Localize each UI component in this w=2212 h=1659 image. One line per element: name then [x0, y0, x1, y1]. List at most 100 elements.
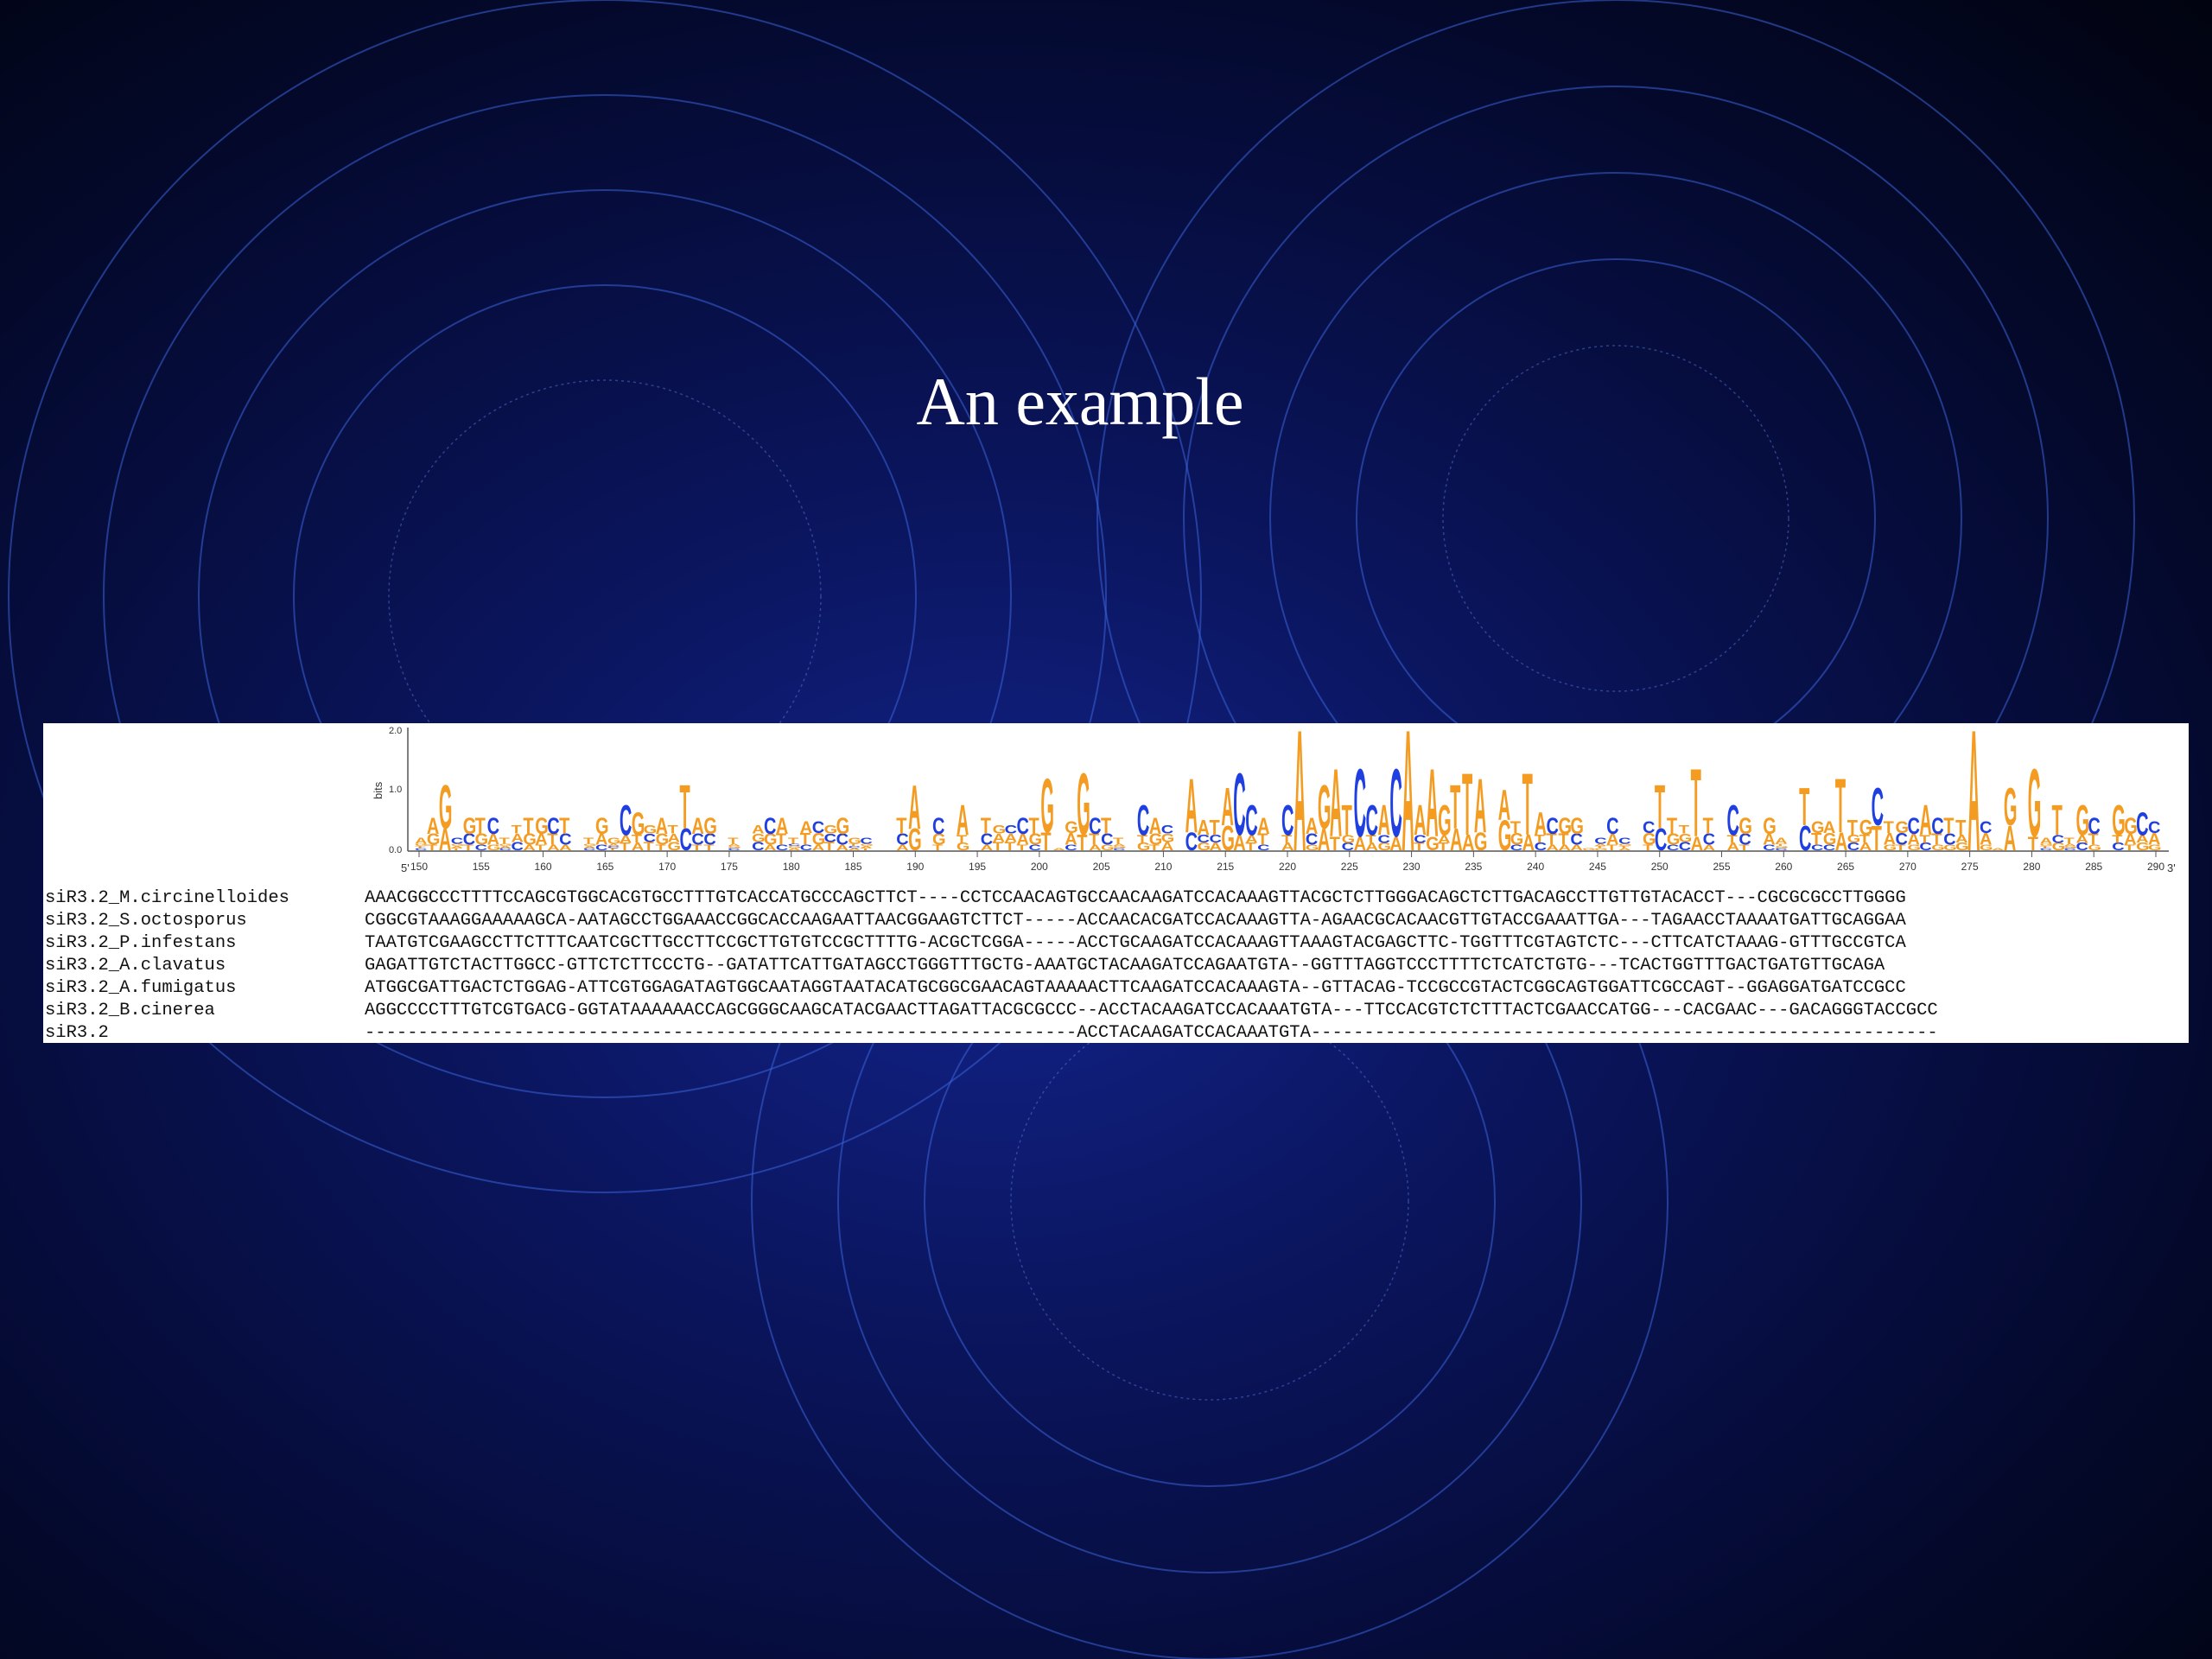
logo-xtick-label: 215: [1217, 861, 1234, 873]
alignment-row-sequence: TAATGTCGAAGCCTTCTTTCAATCGCTTGCCTTCCGCTTG…: [365, 933, 1906, 953]
logo-letter: A: [1198, 816, 1210, 840]
logo-letter: A: [2136, 833, 2148, 845]
logo-letter: G: [607, 836, 621, 846]
logo-xtick-label: 285: [2085, 861, 2102, 873]
logo-letter: T: [981, 813, 992, 840]
logo-letter: A: [1149, 813, 1161, 840]
logo-letter: T: [511, 823, 522, 836]
logo-letter: C: [451, 836, 464, 846]
logo-letter: T: [1005, 839, 1016, 853]
logo-5prime: 5': [401, 861, 410, 874]
logo-letter: T: [1738, 843, 1750, 852]
logo-letter: G: [1558, 813, 1572, 840]
logo-letter: C: [1907, 813, 1919, 840]
logo-letter: A: [1726, 841, 1738, 853]
logo-xtick-label: 245: [1589, 861, 1606, 873]
logo-letter: G: [1679, 830, 1693, 844]
logo-letter: A: [583, 846, 595, 849]
logo-letter: C: [1811, 843, 1823, 852]
logo-letter: A: [632, 841, 644, 853]
logo-letter: G: [1667, 832, 1681, 849]
logo-letter: A: [1980, 830, 1992, 849]
logo-letter: C: [1823, 843, 1835, 852]
logo-letter: A: [1919, 798, 1931, 845]
logo-letter: A: [1426, 750, 1438, 858]
logo-letter: A: [1209, 841, 1221, 853]
logo-letter: T: [1919, 833, 1929, 845]
logo-xtick-label: 185: [844, 861, 861, 873]
logo-letter: C: [1209, 833, 1221, 845]
logo-letter: T: [1643, 843, 1654, 852]
logo-letter: A: [752, 823, 764, 836]
logo-letter: C: [1028, 843, 1040, 852]
alignment-row-name: siR3.2_B.cinerea: [45, 1001, 215, 1020]
logo-letter: A: [1294, 723, 1306, 883]
logo-letter: T: [1257, 832, 1268, 849]
logo-letter: C: [1089, 813, 1101, 840]
logo-letter: T: [1775, 843, 1786, 847]
logo-letter: G: [1594, 848, 1608, 851]
logo-letter: G: [2136, 841, 2150, 853]
logo-letter: C: [607, 846, 620, 849]
logo-letter: A: [896, 843, 908, 852]
logo-letter: G: [836, 813, 850, 840]
logo-letter: T: [2052, 798, 2063, 845]
logo-letter: G: [1342, 833, 1356, 845]
logo-xtick-label: 255: [1713, 861, 1730, 873]
logo-letter: T: [535, 843, 546, 852]
logo-xtick-label: 205: [1093, 861, 1110, 873]
logo-letter: C: [1919, 841, 1931, 853]
logo-letter: C: [728, 848, 740, 851]
logo-letter: G: [1884, 843, 1897, 852]
logo-letter: G: [1643, 830, 1656, 849]
logo-letter: A: [1691, 833, 1703, 855]
logo-letter: C: [1281, 798, 1294, 845]
logo-letter: T: [1342, 798, 1352, 845]
logo-xtick-label: 235: [1465, 861, 1482, 873]
logo-3prime: 3': [2167, 861, 2176, 874]
logo-letter: A: [1377, 798, 1389, 845]
logo-letter: A: [1330, 750, 1342, 858]
alignment-row: siR3.2_S.octosporus CGGCGTAAAGGAAAAAGCA-A…: [43, 910, 2189, 932]
logo-letter: A: [1414, 798, 1426, 845]
logo-letter: C: [1763, 843, 1775, 852]
logo-letter: A: [1522, 830, 1535, 855]
logo-letter: T: [2064, 836, 2075, 846]
logo-letter: A: [656, 813, 668, 840]
logo-xtick-label: 180: [783, 861, 800, 873]
logo-letter: T: [415, 846, 426, 849]
logo-letter: C: [981, 832, 994, 849]
logo-letter: T: [1655, 773, 1665, 842]
logo-letter: C: [2148, 818, 2160, 837]
logo-letter: T: [1450, 773, 1460, 842]
logo-letter: C: [547, 813, 559, 840]
logo-letter: C: [1643, 818, 1655, 837]
logo-letter: C: [1594, 836, 1607, 846]
logo-letter: C: [2075, 841, 2088, 853]
alignment-row-name: siR3.2_A.fumigatus: [45, 978, 237, 998]
logo-letter: T: [2040, 846, 2051, 849]
logo-letter: G: [932, 832, 946, 849]
logo-letter: A: [1354, 833, 1366, 855]
logo-letter: A: [1052, 848, 1065, 851]
logo-ytick-0: 0.0: [389, 845, 402, 855]
logo-letter: A: [1594, 843, 1606, 847]
logo-letter: A: [2124, 832, 2137, 849]
logo-letter: G: [1570, 813, 1584, 840]
logo-letter: C: [691, 832, 704, 849]
logo-letter: T: [1606, 843, 1618, 852]
logo-letter: G: [1907, 843, 1921, 852]
alignment-row-sequence: ATGGCGATTGACTCTGGAG-ATTCGTGGAGATAGTGGCAA…: [365, 978, 1906, 998]
logo-letter: C: [776, 843, 788, 852]
logo-letter: T: [1811, 830, 1821, 849]
logo-letter: C: [1931, 813, 1943, 840]
logo-letter: C: [487, 813, 499, 840]
logo-letter: T: [1245, 841, 1255, 853]
logo-letter: T: [1679, 823, 1690, 836]
logo-letter: A: [1161, 839, 1173, 853]
logo-letter: G: [595, 813, 609, 840]
logo-letter: T: [1931, 832, 1942, 849]
logo-letter: C: [2088, 813, 2100, 840]
logo-letter: T: [1558, 832, 1569, 849]
logo-letter: A: [812, 843, 824, 852]
